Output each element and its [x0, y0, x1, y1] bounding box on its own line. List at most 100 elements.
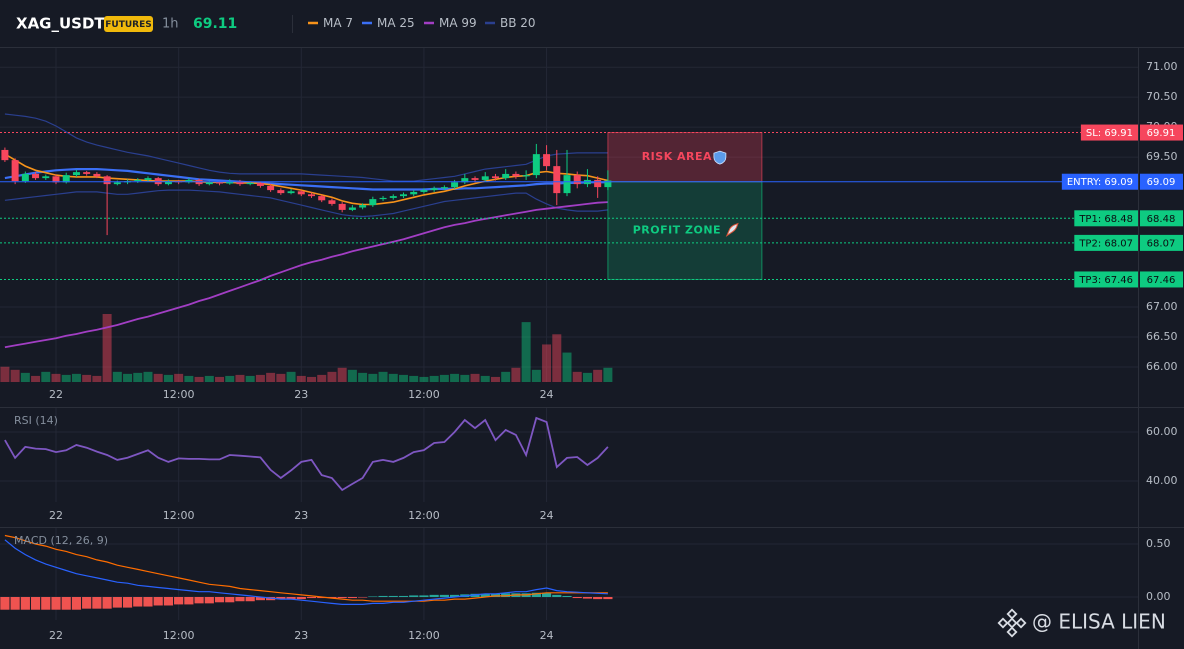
- x-tick-label: 12:00: [408, 388, 440, 401]
- pane-title: RSI (14): [14, 414, 58, 427]
- volume-bar: [409, 375, 419, 382]
- volume-bar: [490, 376, 500, 382]
- volume-bar: [562, 352, 572, 382]
- histogram-bar: [306, 597, 317, 599]
- candle-body: [389, 196, 397, 198]
- histogram-bar: [112, 597, 122, 608]
- interval: 1h: [162, 17, 179, 32]
- level-label: ENTRY: 69.09: [1067, 177, 1133, 188]
- x-tick-label: 23: [294, 388, 308, 401]
- histogram-bar: [562, 595, 572, 597]
- volume-bar: [480, 375, 490, 382]
- legend-label: MA 7: [323, 16, 353, 30]
- x-tick-label: 12:00: [408, 509, 440, 522]
- histogram-bar: [133, 597, 143, 607]
- level-label: TP1: 68.48: [1078, 214, 1133, 225]
- volume-bar: [0, 366, 10, 382]
- candle-body: [604, 180, 612, 188]
- volume-bar: [511, 367, 521, 382]
- volume-bar: [327, 371, 337, 382]
- candle-body: [563, 175, 571, 194]
- level-price: 68.48: [1147, 214, 1176, 225]
- level-label-bg: [1080, 124, 1138, 141]
- volume-bar: [266, 372, 276, 382]
- rsi-line: [4, 416, 609, 492]
- histogram-bar: [174, 597, 184, 605]
- histogram-bar: [51, 597, 61, 610]
- candle-body: [430, 188, 438, 191]
- histogram-bar: [82, 597, 92, 609]
- histogram-bar: [20, 597, 30, 610]
- histogram-bar: [102, 597, 112, 609]
- level-label-bg: [1061, 173, 1138, 190]
- candle-body: [348, 207, 356, 210]
- candle-body: [42, 176, 50, 179]
- candle-body: [113, 182, 121, 185]
- zone-label: RISK AREA: [642, 150, 712, 163]
- volume-bar: [439, 374, 449, 382]
- volume-bar: [572, 371, 582, 382]
- histogram-bar: [276, 597, 286, 600]
- candle-body: [256, 182, 264, 186]
- candle-body: [338, 203, 346, 210]
- volume-bar: [102, 314, 112, 382]
- candle-body: [52, 176, 60, 183]
- volume-bar: [225, 375, 235, 382]
- histogram-bar: [235, 597, 245, 602]
- y-tick-label: 0.50: [1146, 537, 1171, 550]
- header: XAG_USDT FUTURES 1h 69.11: [16, 15, 293, 33]
- histogram-bar: [92, 597, 102, 609]
- zone: [607, 132, 763, 183]
- histogram-bar: [603, 597, 613, 600]
- histogram-bar: [225, 597, 235, 603]
- volume-bar: [460, 374, 470, 382]
- candle-body: [420, 190, 428, 192]
- volume-bar: [531, 369, 541, 382]
- volume-bar: [163, 374, 173, 382]
- y-tick-label: 40.00: [1146, 474, 1178, 487]
- legend-label: MA 99: [439, 16, 477, 30]
- candle-body: [379, 197, 387, 200]
- histogram-bar: [153, 597, 163, 606]
- y-tick-label: 71.00: [1146, 60, 1178, 73]
- histogram-bar: [194, 597, 204, 604]
- frame: [0, 47, 1184, 649]
- volume-bar: [204, 375, 214, 382]
- volume-bar: [582, 372, 592, 382]
- candle-body: [62, 175, 70, 183]
- histogram-bar: [593, 597, 603, 600]
- candle-body: [359, 205, 367, 208]
- volume-bar: [10, 369, 20, 382]
- level-price-bg: [1140, 124, 1183, 141]
- x-tick-label: 22: [49, 388, 63, 401]
- histogram-bar: [541, 592, 552, 597]
- candle-body: [481, 176, 489, 180]
- candle-body: [399, 194, 407, 197]
- x-tick-label: 24: [540, 509, 554, 522]
- level-price: 69.09: [1147, 177, 1176, 188]
- y-tick-label: 69.50: [1146, 150, 1178, 163]
- histogram-bar: [30, 597, 41, 610]
- candle-body: [144, 178, 152, 180]
- candle-body: [502, 173, 510, 179]
- volume-bar: [133, 372, 143, 382]
- histogram-bar: [255, 597, 266, 601]
- histogram-bar: [347, 597, 357, 599]
- candle-body: [185, 179, 193, 183]
- symbol: XAG_USDT: [16, 15, 105, 33]
- macd-line: [4, 539, 608, 605]
- histogram-bar: [398, 595, 409, 597]
- volume-bar: [419, 376, 429, 382]
- histogram-bar: [41, 597, 51, 610]
- volume-bar: [603, 367, 613, 382]
- pane-title: MACD (12, 26, 9): [14, 534, 108, 547]
- x-tick-label: 23: [294, 629, 308, 642]
- legend-label: MA 25: [377, 16, 415, 30]
- plot-layer: [0, 113, 763, 610]
- volume-bar: [521, 322, 531, 382]
- volume-bar: [470, 373, 480, 382]
- histogram-bar: [143, 597, 153, 607]
- histogram-bar: [71, 597, 82, 610]
